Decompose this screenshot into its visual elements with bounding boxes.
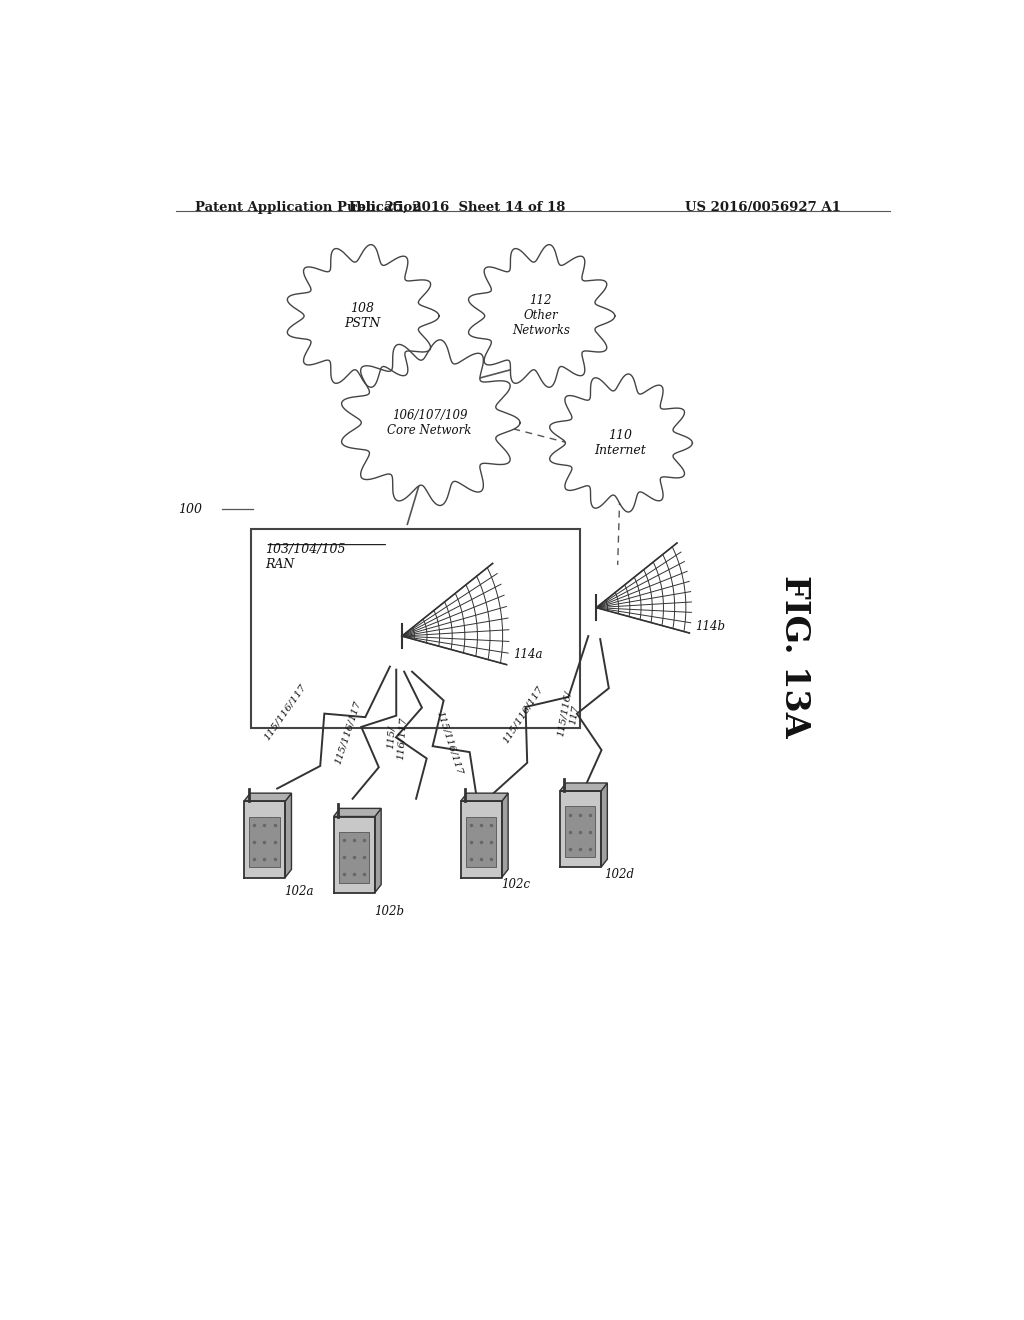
Polygon shape (285, 793, 292, 878)
Text: 115/116/117: 115/116/117 (333, 700, 362, 766)
Polygon shape (244, 793, 292, 801)
Polygon shape (469, 244, 614, 387)
Text: 102d: 102d (604, 867, 634, 880)
Text: 115/116/
117: 115/116/ 117 (556, 689, 583, 739)
Text: 102a: 102a (285, 886, 313, 898)
Bar (251, 529, 581, 727)
Polygon shape (550, 374, 692, 512)
Polygon shape (334, 817, 375, 892)
Polygon shape (250, 817, 280, 867)
Text: 114b: 114b (695, 620, 725, 632)
Text: Feb. 25, 2016  Sheet 14 of 18: Feb. 25, 2016 Sheet 14 of 18 (349, 201, 565, 214)
Text: 115/
116/117: 115/ 116/117 (385, 715, 408, 760)
Text: 106/107/109
Core Network: 106/107/109 Core Network (387, 409, 472, 437)
Text: FIG. 13A: FIG. 13A (778, 576, 811, 738)
Polygon shape (461, 793, 508, 801)
Text: US 2016/0056927 A1: US 2016/0056927 A1 (685, 201, 841, 214)
Text: 108
PSTN: 108 PSTN (344, 302, 380, 330)
Text: 102c: 102c (501, 878, 530, 891)
Polygon shape (244, 801, 285, 878)
Text: 115/116/117: 115/116/117 (435, 710, 464, 776)
Text: 114a: 114a (513, 648, 543, 661)
Text: Patent Application Publication: Patent Application Publication (196, 201, 422, 214)
Text: 102b: 102b (374, 906, 404, 919)
Polygon shape (560, 783, 607, 791)
Polygon shape (375, 808, 381, 892)
Polygon shape (565, 807, 595, 857)
Text: 103/104/105
RAN: 103/104/105 RAN (265, 543, 346, 570)
Text: 115/116/117: 115/116/117 (501, 684, 545, 744)
Polygon shape (466, 817, 497, 867)
Text: 115/116/117: 115/116/117 (262, 682, 308, 742)
Text: 100: 100 (178, 503, 202, 516)
Polygon shape (560, 791, 601, 867)
Polygon shape (601, 783, 607, 867)
Polygon shape (339, 832, 370, 883)
Text: 112
Other
Networks: 112 Other Networks (512, 294, 569, 338)
Polygon shape (334, 808, 381, 817)
Text: 110
Internet: 110 Internet (594, 429, 646, 457)
Polygon shape (342, 339, 520, 506)
Polygon shape (461, 801, 502, 878)
Polygon shape (502, 793, 508, 878)
Polygon shape (288, 244, 439, 387)
